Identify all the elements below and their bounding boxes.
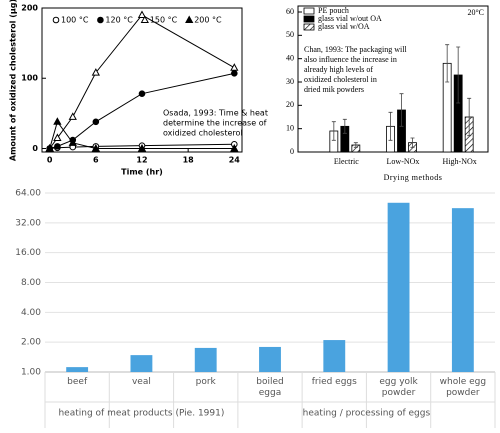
corner-label: 20°C [467, 8, 484, 17]
marker [92, 118, 100, 126]
series-line [49, 120, 235, 149]
bar [194, 347, 217, 372]
y-tick-label: 0 [290, 147, 294, 156]
x-axis-label: Drying methods [384, 173, 443, 182]
legend-label: 100 °C [61, 16, 89, 25]
annotation: Osada, 1993: Time & heat [163, 109, 268, 118]
group-label: heating / processing of eggs [303, 409, 431, 419]
legend-marker [140, 15, 149, 23]
legend-label: 120 °C [105, 16, 133, 25]
y-tick-label: 1.00 [21, 368, 41, 378]
y-tick-label: 4.00 [21, 308, 41, 318]
legend-label: glass vial w/out OA [318, 14, 382, 23]
error-bar [353, 142, 358, 148]
y-tick-label: 100 [21, 74, 38, 83]
y-tick-label: 16.00 [15, 248, 41, 258]
marker [230, 143, 239, 152]
annotation: oxidized cholesterol [163, 129, 243, 138]
bar [451, 208, 474, 372]
error-bar [331, 121, 336, 141]
bar [130, 355, 153, 372]
y-tick-label: 64.00 [15, 189, 41, 199]
x-tick-label: 18 [183, 156, 195, 165]
x-tick-label: Low-NOx [387, 157, 420, 166]
annotation: determine the increase of [163, 119, 267, 128]
legend-swatch [303, 7, 315, 15]
x-tick-label: Electric [334, 157, 359, 166]
annotation: also influence the increase in [304, 55, 397, 64]
x-tick-label: High-NOx [443, 157, 477, 166]
chart: 0 10 20 30 40 50 60 Electric Low-NOx High-NOx PE p… [286, 5, 489, 182]
marker [91, 68, 100, 76]
y-tick-label: 0 [32, 144, 38, 153]
x-tick-label: 12 [136, 156, 147, 165]
marker [138, 90, 146, 97]
y-tick-label: 50 [286, 30, 294, 39]
x-tick-label: beef [67, 377, 88, 387]
marker [53, 117, 62, 125]
x-tick-label: veal [131, 377, 151, 387]
error-bar [342, 118, 347, 134]
legend-marker [52, 16, 60, 24]
marker [45, 143, 54, 152]
bar [259, 346, 281, 372]
bar [66, 367, 89, 372]
x-tick-label: egg yolk powder [379, 377, 418, 398]
y-tick-label: 2.00 [21, 338, 41, 348]
chart: 0 100 200 0 6 12 18 24 Time (hr) Amount of oxidiz… [9, 0, 268, 177]
legend-label: 200 °C [194, 16, 222, 25]
legend-label: PE pouch [318, 6, 349, 15]
y-tick-label: 40 [286, 53, 294, 62]
legend-marker [185, 15, 194, 23]
x-tick-label: boiled egga [256, 377, 284, 398]
y-tick-label: 20 [286, 100, 294, 109]
y-axis-label: Amount of oxidized cholesterol (μg) [9, 0, 18, 161]
legend-swatch [303, 23, 315, 31]
error-bar [388, 111, 393, 141]
annotation: oxidized cholesterol in [304, 75, 377, 84]
legend-label: glass vial w/OA [318, 22, 370, 31]
x-tick-label: pork [195, 377, 216, 387]
annotation: already high levels of [304, 65, 373, 74]
marker [137, 10, 147, 19]
chart: 1.00 2.00 4.00 8.00 16.00 32.00 64.00 heating o… [15, 189, 496, 428]
marker [230, 63, 239, 71]
error-bar [445, 44, 450, 83]
error-bar [456, 46, 461, 104]
x-tick-label: fried eggs [311, 377, 357, 387]
legend-swatch [303, 15, 315, 23]
x-tick-label: 6 [93, 156, 99, 165]
marker [231, 70, 238, 77]
marker [91, 143, 100, 152]
marker [137, 143, 147, 152]
error-bar [467, 97, 472, 137]
y-tick-label: 10 [286, 123, 294, 132]
error-bar [399, 93, 404, 127]
x-tick-label: whole egg powder [439, 377, 487, 398]
marker [54, 143, 61, 150]
legend-marker [97, 16, 104, 24]
bar [323, 340, 346, 372]
annotation: dried mik powders [304, 85, 364, 94]
marker [53, 133, 62, 141]
marker [68, 112, 77, 120]
y-tick-label: 60 [286, 7, 294, 16]
bar [387, 202, 410, 372]
y-tick-label: 8.00 [21, 278, 41, 288]
y-tick-label: 200 [21, 4, 38, 13]
legend-label: 150 °C [150, 16, 178, 25]
x-tick-label: 0 [47, 156, 53, 165]
marker [68, 138, 77, 146]
x-axis-label: Time (hr) [121, 168, 163, 177]
y-tick-label: 30 [286, 77, 294, 86]
annotation: Chan, 1993: The packaging will [304, 45, 408, 54]
x-tick-label: 24 [229, 156, 241, 165]
group-label: heating of meat products (Pie. 1991) [58, 409, 224, 419]
error-bar [410, 137, 415, 148]
y-tick-label: 32.00 [15, 218, 41, 228]
